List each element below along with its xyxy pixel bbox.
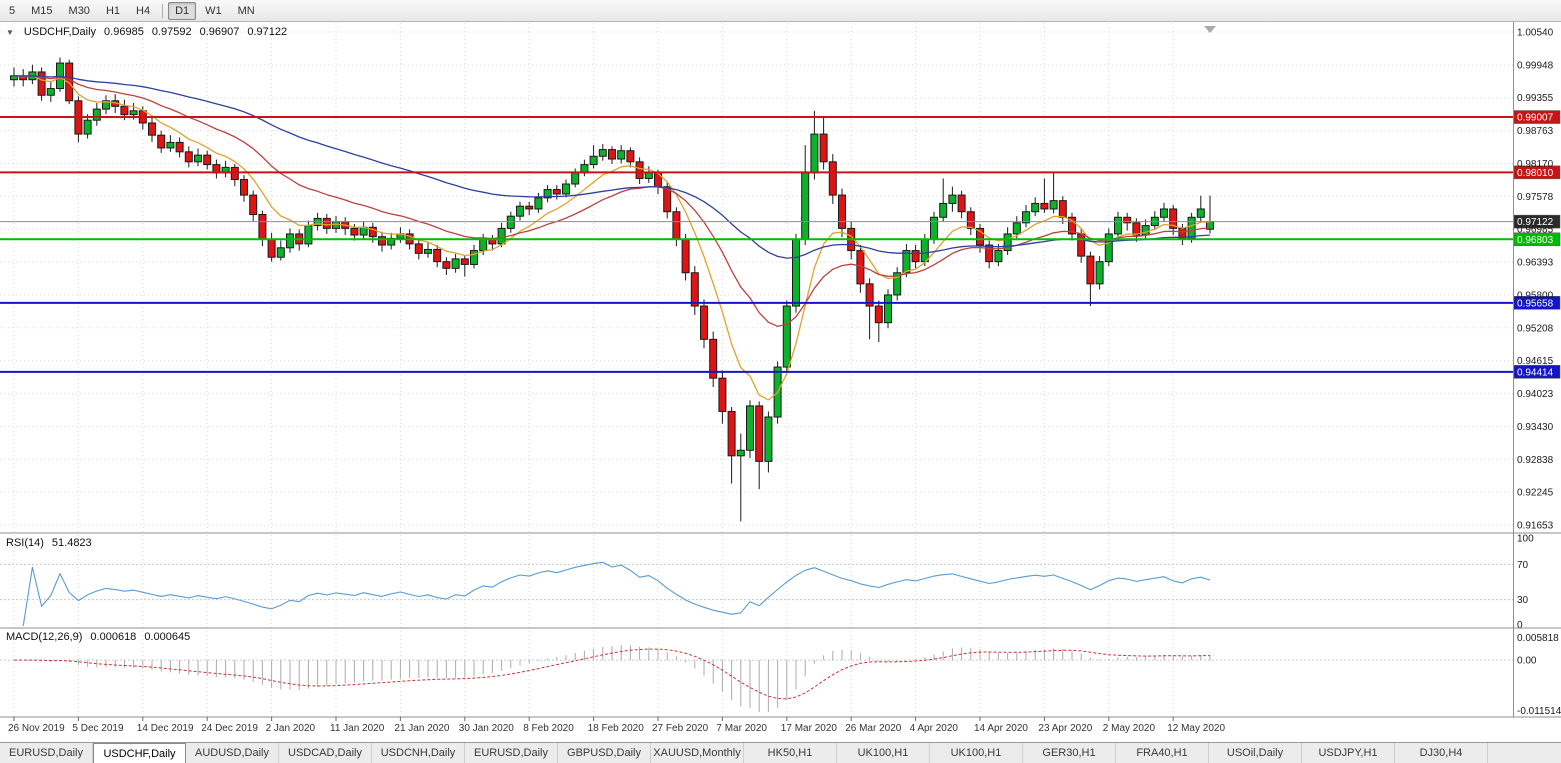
rsi-pane: 100 70 30 0 (0, 534, 1534, 631)
macd-main-value: 0.000618 (90, 631, 137, 643)
macd-signal-line (14, 648, 1211, 700)
chart-tab-fra40-h1[interactable]: FRA40,H1 (1116, 743, 1209, 763)
rsi-indicator-value: 51.4823 (51, 537, 92, 549)
chart-shift-marker-icon (1204, 26, 1216, 33)
timeframe-button-m15[interactable]: M15 (31, 4, 53, 17)
price-axis-label: 0.91653 (1517, 521, 1554, 532)
date-axis-label: 21 Jan 2020 (394, 723, 449, 734)
date-axis-label: 17 Mar 2020 (781, 723, 838, 734)
price-axis-label: 0.98763 (1517, 126, 1554, 137)
price-axis-label: 0.99948 (1517, 60, 1554, 71)
macd-pane-label: MACD(12,26,9) 0.000618 0.000645 (6, 631, 190, 643)
current-price-tag-text: 0.97122 (1517, 217, 1554, 228)
price-axis-label: 0.97578 (1517, 192, 1554, 203)
chart-tab-hk50-h1[interactable]: HK50,H1 (744, 743, 837, 763)
macd-signal-value: 0.000645 (144, 631, 191, 643)
date-axis-label: 2 May 2020 (1103, 723, 1156, 734)
date-axis-label: 26 Nov 2019 (8, 723, 65, 734)
level-price-tag-text: 0.99007 (1517, 113, 1554, 124)
chart-high-value: 0.97592 (151, 26, 192, 38)
rsi-line (22, 561, 1211, 627)
chart-close-value: 0.97122 (247, 26, 288, 38)
timeframe-button-5[interactable]: 5 (9, 4, 16, 17)
price-axis-label: 0.95800 (1517, 290, 1554, 301)
timeframe-button-h4[interactable]: H4 (136, 4, 151, 17)
chart-symbol-label: USDCHF,Daily (23, 26, 97, 38)
price-axis-label: 0.94615 (1517, 356, 1554, 367)
rsi-pane-label: RSI(14) 51.4823 (6, 537, 92, 549)
macd-pane: 0.005818 0.00 -0.011514 (0, 633, 1561, 717)
one-click-trading-arrow-icon[interactable]: ▼ (6, 27, 14, 37)
chart-tab-eurusd-daily[interactable]: EURUSD,Daily (465, 743, 558, 763)
date-axis-label: 27 Feb 2020 (652, 723, 709, 734)
rsi-indicator-name: RSI(14) (6, 537, 44, 549)
tab-bar-filler (1488, 743, 1561, 763)
macd-scale-label: 0.005818 (1517, 633, 1559, 644)
date-axis-label: 18 Feb 2020 (588, 723, 645, 734)
timeframe-button-m30[interactable]: M30 (68, 4, 90, 17)
date-axis-label: 7 Mar 2020 (716, 723, 767, 734)
price-axis-label: 0.99355 (1517, 93, 1554, 104)
date-axis-label: 5 Dec 2019 (72, 723, 124, 734)
price-axis-label: 0.92245 (1517, 488, 1554, 499)
horizontal-level-lines: 0.99007 0.98010 0.96803 0.95658 0.94414 0.971… (0, 110, 1561, 379)
rsi-scale-label: 0 (1517, 620, 1523, 631)
timeframe-button-d1[interactable]: D1 (168, 1, 197, 20)
price-axis-label: 1.00540 (1517, 28, 1554, 39)
level-price-tag-text: 0.94414 (1517, 367, 1554, 378)
chart-tab-eurusd-daily[interactable]: EURUSD,Daily (0, 743, 93, 763)
timeframe-button-w1[interactable]: W1 (205, 4, 222, 17)
date-axis-label: 24 Dec 2019 (201, 723, 258, 734)
rsi-scale-label: 100 (1517, 534, 1534, 545)
toolbar-divider (162, 3, 164, 18)
price-axis-label: 0.98170 (1517, 159, 1554, 170)
chart-tab-usoil-daily[interactable]: USOil,Daily (1209, 743, 1302, 763)
chart-open-value: 0.96985 (104, 26, 144, 38)
date-axis-label: 4 Apr 2020 (910, 723, 959, 734)
macd-scale-label: -0.011514 (1517, 706, 1561, 717)
level-price-tag-text: 0.95658 (1517, 298, 1554, 309)
chart-tab-ger30-h1[interactable]: GER30,H1 (1023, 743, 1116, 763)
price-axis-label: 0.94023 (1517, 389, 1554, 400)
price-axis-label: 0.96985 (1517, 225, 1554, 236)
date-axis-label: 11 Jan 2020 (330, 723, 385, 734)
chart-tab-bar: EURUSD,Daily USDCHF,Daily AUDUSD,Daily USDC… (0, 742, 1561, 763)
price-axis-label: 0.95208 (1517, 323, 1554, 334)
macd-scale-label: 0.00 (1517, 656, 1537, 667)
price-axis-label: 0.93430 (1517, 422, 1554, 433)
date-axis: 26 Nov 2019 5 Dec 2019 14 Dec 2019 24 Dec 2… (8, 717, 1225, 734)
chart-tab-audusd-daily[interactable]: AUDUSD,Daily (186, 743, 279, 763)
date-axis-label: 2 Jan 2020 (266, 723, 316, 734)
chart-tab-usdjpy-h1[interactable]: USDJPY,H1 (1302, 743, 1395, 763)
chart-tab-gbpusd-daily[interactable]: GBPUSD,Daily (558, 743, 651, 763)
date-axis-label: 8 Feb 2020 (523, 723, 574, 734)
date-axis-label: 30 Jan 2020 (459, 723, 514, 734)
date-axis-label: 26 Mar 2020 (845, 723, 902, 734)
timeframe-toolbar: 5 M15 M30 H1 H4 D1 W1 MN (0, 0, 1561, 22)
chart-tab-uk100-h1[interactable]: UK100,H1 (837, 743, 930, 763)
chart-tab-uk100-h1[interactable]: UK100,H1 (930, 743, 1023, 763)
date-axis-label: 14 Apr 2020 (974, 723, 1028, 734)
chart-ohlc-label: ▼ USDCHF,Daily 0.96985 0.97592 0.96907 0… (6, 26, 287, 38)
chart-tab-dj30-h4[interactable]: DJ30,H4 (1395, 743, 1488, 763)
macd-indicator-name: MACD(12,26,9) (6, 631, 83, 643)
chart-tab-xauusd-monthly[interactable]: XAUUSD,Monthly (651, 743, 744, 763)
price-axis: 1.00540 0.99948 0.99355 0.98763 0.98170 0.975… (1517, 28, 1554, 532)
date-axis-label: 14 Dec 2019 (137, 723, 194, 734)
rsi-scale-label: 30 (1517, 595, 1529, 606)
chart-tab-usdcnh-daily[interactable]: USDCNH,Daily (372, 743, 465, 763)
rsi-scale-label: 70 (1517, 560, 1529, 571)
date-axis-label: 23 Apr 2020 (1038, 723, 1092, 734)
chart-low-value: 0.96907 (199, 26, 240, 38)
level-price-tag-text: 0.96803 (1517, 235, 1554, 246)
price-axis-label: 0.96393 (1517, 258, 1554, 269)
timeframe-button-mn[interactable]: MN (237, 4, 255, 17)
timeframe-button-h1[interactable]: H1 (105, 4, 120, 17)
price-axis-label: 0.92838 (1517, 455, 1554, 466)
chart-tab-usdcad-daily[interactable]: USDCAD,Daily (279, 743, 372, 763)
level-price-tag-text: 0.98010 (1517, 168, 1554, 179)
chart-tab-usdchf-daily[interactable]: USDCHF,Daily (93, 743, 186, 763)
date-axis-label: 12 May 2020 (1167, 723, 1225, 734)
